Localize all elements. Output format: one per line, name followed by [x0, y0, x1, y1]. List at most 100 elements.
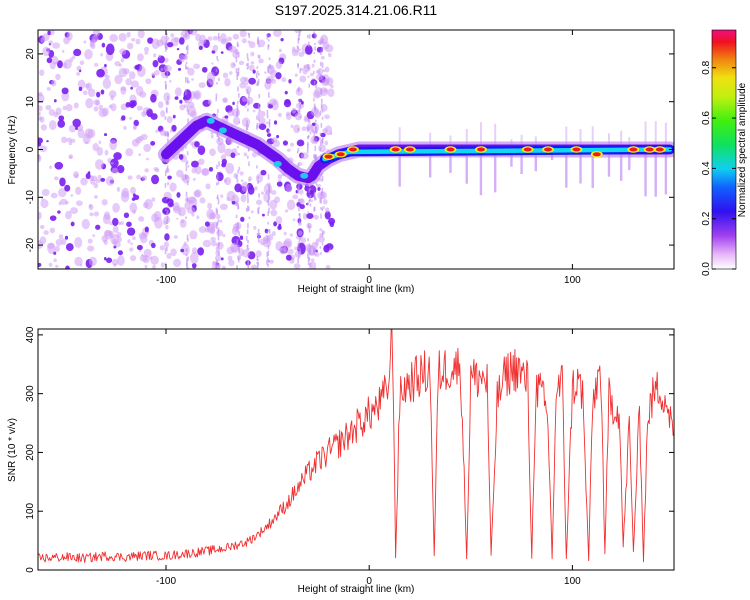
noise-blob	[292, 194, 299, 200]
noise-blob	[70, 138, 76, 143]
streak-mark	[237, 52, 240, 58]
streak-mark	[306, 147, 309, 154]
streak-mark	[314, 33, 317, 39]
noise-blob	[264, 71, 267, 74]
noise-blob	[49, 227, 56, 234]
noise-blob	[261, 213, 265, 217]
streak-mark	[217, 219, 220, 223]
streak-mark	[164, 208, 167, 212]
streak-mark	[309, 262, 312, 268]
noise-blob	[50, 192, 58, 199]
noise-blob	[285, 254, 292, 261]
streak-mark	[268, 57, 271, 61]
noise-blob	[61, 87, 69, 95]
streak-mark	[164, 248, 167, 255]
noise-blob	[131, 138, 140, 147]
streak-mark	[216, 194, 219, 200]
streak-mark	[308, 83, 311, 88]
noise-blob	[300, 68, 305, 72]
noise-blob	[317, 68, 323, 76]
noise-blob	[100, 52, 103, 57]
noise-blob	[52, 42, 61, 49]
noise-blob	[123, 125, 127, 130]
noise-blob	[127, 175, 133, 180]
noise-blob	[208, 166, 214, 172]
noise-blob	[64, 184, 71, 192]
peak-point	[324, 154, 333, 159]
noise-blob	[248, 41, 256, 49]
streak-mark	[236, 41, 239, 47]
noise-blob	[244, 105, 247, 108]
streak-mark	[313, 132, 316, 139]
peak-point	[476, 147, 485, 152]
snr-xlabel: Height of straight line (km)	[298, 584, 415, 595]
noise-blob	[198, 82, 206, 89]
streak-mark	[320, 207, 322, 210]
streak-mark	[247, 247, 250, 251]
noise-blob	[47, 30, 51, 36]
noise-blob	[57, 119, 66, 128]
noise-blob	[169, 129, 174, 133]
streak-mark	[320, 103, 323, 109]
noise-blob	[191, 160, 199, 168]
streak-mark	[246, 192, 249, 198]
noise-blob	[126, 31, 131, 38]
streak-mark	[166, 219, 168, 225]
streak-mark	[299, 48, 301, 51]
streak-mark	[256, 165, 258, 169]
streak-mark	[238, 166, 241, 171]
streak-mark	[186, 151, 189, 156]
spike-mark	[465, 128, 468, 145]
noise-blob	[317, 187, 321, 191]
noise-blob	[306, 213, 314, 220]
noise-blob	[129, 116, 132, 120]
noise-blob	[172, 114, 176, 119]
noise-blob	[54, 245, 60, 252]
streak-mark	[309, 225, 311, 229]
noise-blob	[82, 90, 88, 96]
streak-mark	[299, 237, 301, 241]
noise-blob	[197, 158, 205, 166]
noise-blob	[117, 255, 125, 266]
noise-blob	[242, 249, 250, 258]
x-tick-label: 0	[366, 275, 372, 286]
streak-mark	[306, 126, 309, 132]
x-tick-label: 100	[564, 275, 581, 286]
noise-blob	[212, 44, 219, 52]
noise-blob	[54, 161, 64, 170]
noise-blob	[240, 179, 244, 183]
noise-blob	[95, 224, 101, 230]
noise-blob	[49, 215, 57, 221]
streak-mark	[167, 132, 169, 136]
streak-mark	[256, 80, 259, 86]
spike-mark	[429, 132, 432, 145]
streak-mark	[320, 139, 323, 143]
streak-mark	[247, 239, 249, 244]
noise-blob	[300, 152, 309, 160]
noise-blob	[95, 100, 100, 106]
streak-mark	[217, 227, 220, 232]
noise-blob	[305, 45, 313, 55]
streak-mark	[256, 115, 258, 120]
noise-blob	[132, 124, 137, 130]
noise-blob	[172, 201, 180, 212]
streak-mark	[217, 235, 220, 241]
noise-blob	[144, 51, 149, 55]
streak-mark	[215, 225, 218, 230]
streak-mark	[308, 267, 310, 269]
noise-blob	[139, 233, 148, 244]
noise-blob	[74, 256, 83, 267]
noise-blob	[190, 252, 199, 264]
streak-mark	[257, 78, 260, 84]
spike-mark	[534, 136, 537, 145]
streak-mark	[187, 237, 189, 242]
streak-mark	[186, 180, 189, 186]
noise-blob	[297, 230, 303, 236]
noise-blob	[310, 72, 314, 77]
streak-mark	[246, 53, 249, 59]
streak-mark	[314, 145, 317, 151]
noise-blob	[150, 242, 156, 249]
noise-blob	[144, 168, 149, 173]
streak-mark	[299, 212, 301, 219]
noise-blob	[300, 100, 304, 105]
